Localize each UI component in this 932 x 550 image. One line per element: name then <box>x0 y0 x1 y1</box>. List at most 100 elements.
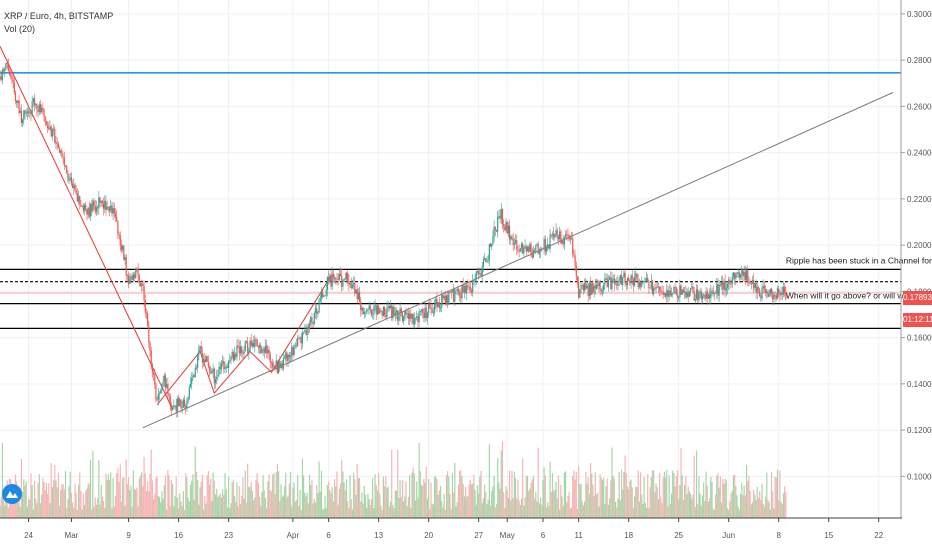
volume-bar <box>519 504 521 518</box>
volume-bar <box>224 473 226 518</box>
candle-body <box>330 275 332 287</box>
volume-bar <box>497 458 499 518</box>
volume-bar <box>249 487 251 518</box>
volume-bar <box>122 478 124 518</box>
candle-body <box>586 285 588 289</box>
candle-body <box>43 109 45 117</box>
volume-bar <box>263 490 265 518</box>
candle-body <box>381 311 383 316</box>
volume-bar <box>657 499 660 518</box>
candle-body <box>56 142 58 144</box>
volume-bar <box>678 498 680 518</box>
candle-body <box>12 79 14 83</box>
candle-body <box>106 207 108 211</box>
candle-body <box>93 200 95 207</box>
candle-body <box>125 257 127 276</box>
candle-body <box>523 247 525 254</box>
annotation-text[interactable]: When will it go above? or will we see th… <box>786 290 932 300</box>
candle-body <box>306 326 308 335</box>
volume-bar <box>195 471 198 518</box>
horizontal-levels[interactable] <box>0 72 901 329</box>
trendlines[interactable] <box>0 46 894 429</box>
volume-bar <box>336 471 338 518</box>
volume-bar <box>133 488 136 518</box>
volume-bar <box>581 501 583 518</box>
candle-body <box>534 250 536 252</box>
candle-body <box>274 367 276 369</box>
candle-body <box>725 287 727 291</box>
volume-bar <box>270 491 273 518</box>
candle-body <box>279 361 281 368</box>
volume-bar <box>200 482 202 518</box>
candle-body <box>376 305 379 315</box>
volume-bar <box>573 470 575 518</box>
volume-bar <box>467 496 469 518</box>
candle-body <box>497 216 499 232</box>
volume-bar <box>35 498 37 518</box>
symbol-title[interactable]: XRP / Euro, 4h, BITSTAMP <box>4 11 114 21</box>
candle-body <box>238 346 240 354</box>
candle-body <box>424 307 426 319</box>
volume-bar <box>458 470 461 518</box>
candle-body <box>249 340 251 351</box>
volume-bar <box>101 496 103 518</box>
volume-bar <box>343 482 345 518</box>
candle-body <box>703 294 705 296</box>
volume-bar <box>350 499 352 518</box>
candle-body <box>102 203 105 209</box>
candle-body <box>285 352 287 359</box>
candle-body <box>636 273 638 281</box>
volume-bar <box>391 450 393 518</box>
candle-body <box>88 207 90 217</box>
candle-body <box>547 244 549 248</box>
volume-bar <box>337 504 339 518</box>
volume-bar <box>597 492 599 518</box>
annotation-text[interactable]: Ripple has been stuck in a Channel for a… <box>786 256 932 266</box>
candle-body <box>647 277 649 283</box>
volume-bar <box>130 485 132 518</box>
volume-bar <box>136 487 138 518</box>
volume-bar <box>81 509 83 518</box>
time-axis[interactable]: 24 Mar 9 16 23 Apr 6 13 20 27 May 6 11 18 25 Jun 8 15 22 <box>24 518 884 540</box>
volume-bar <box>692 495 694 518</box>
candle-body <box>316 308 318 314</box>
candle-body <box>513 242 515 246</box>
volume-indicator-label[interactable]: Vol (20) <box>4 24 36 34</box>
volume-bar <box>544 475 546 518</box>
candle-body <box>401 312 404 321</box>
candle-body <box>278 361 280 374</box>
volume-bar <box>214 494 217 518</box>
volume-bar <box>507 497 510 518</box>
volume-bar <box>476 485 479 518</box>
candle-body <box>257 346 259 348</box>
candle-body <box>143 285 145 301</box>
candle-body <box>782 287 785 295</box>
volume-bar <box>768 502 770 518</box>
candle-body <box>563 237 565 245</box>
volume-bar <box>547 501 549 518</box>
volume-bar <box>331 487 333 518</box>
volume-bar <box>201 474 204 518</box>
candle-body <box>706 291 708 299</box>
candle-body <box>785 292 787 300</box>
tradingview-logo-icon[interactable] <box>2 484 22 504</box>
volume-bar <box>151 480 154 518</box>
candle-body <box>491 244 493 247</box>
volume-bar <box>611 447 613 518</box>
volume-bar <box>511 470 513 518</box>
volume-bar <box>647 473 649 518</box>
candle-body <box>313 312 315 324</box>
volume-bar <box>94 497 96 518</box>
chart-annotations[interactable]: Ripple has been stuck in a Channel for a… <box>786 256 932 301</box>
volume-bar <box>624 455 626 518</box>
volume-bar <box>655 483 657 518</box>
candle-body <box>300 337 302 344</box>
volume-bar <box>556 498 558 518</box>
candle-body <box>644 280 646 282</box>
volume-bar <box>42 477 44 518</box>
candle-body <box>32 98 34 102</box>
candle-body <box>403 316 405 321</box>
volume-bar <box>22 491 24 518</box>
